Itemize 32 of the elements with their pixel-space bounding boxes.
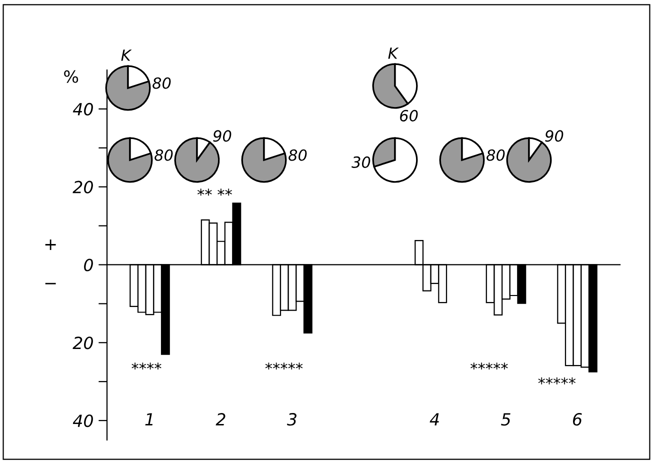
x-tick-label: 2 (216, 413, 226, 426)
chart-title: K (121, 50, 132, 61)
y-tick-label: 40 (72, 414, 93, 428)
data-label: 80 (154, 149, 173, 161)
annotation: **** (132, 362, 162, 370)
x-tick-label: 6 (572, 413, 582, 426)
annotation: ***** (538, 377, 576, 384)
data-label: 30 (352, 156, 370, 168)
x-tick-label: 5 (501, 413, 510, 426)
pie-slice (439, 137, 485, 183)
y-tick-label: 20 (72, 180, 93, 194)
data-label: 90 (545, 130, 564, 142)
y-axis-title: % (64, 70, 78, 83)
text: + (45, 240, 56, 250)
data-label: 80 (152, 77, 171, 89)
pie-slice (241, 137, 287, 183)
pie-slice (373, 137, 418, 183)
y-tick-label: 40 (72, 102, 93, 116)
text: − (45, 282, 56, 284)
data-label: 80 (486, 149, 505, 161)
annotation: ** ** (197, 188, 232, 196)
data-label: 90 (213, 130, 232, 142)
x-tick-label: 1 (145, 413, 153, 426)
y-tick-label: 20 (72, 336, 93, 350)
x-tick-label: 3 (286, 413, 296, 426)
x-tick-label: 4 (430, 413, 439, 426)
annotation: ***** (470, 362, 508, 370)
y-tick-label: 0 (84, 258, 93, 272)
data-label: 80 (288, 149, 307, 161)
chart-title: K (388, 48, 399, 59)
data-label: 60 (400, 110, 418, 122)
annotation: ***** (265, 362, 303, 370)
